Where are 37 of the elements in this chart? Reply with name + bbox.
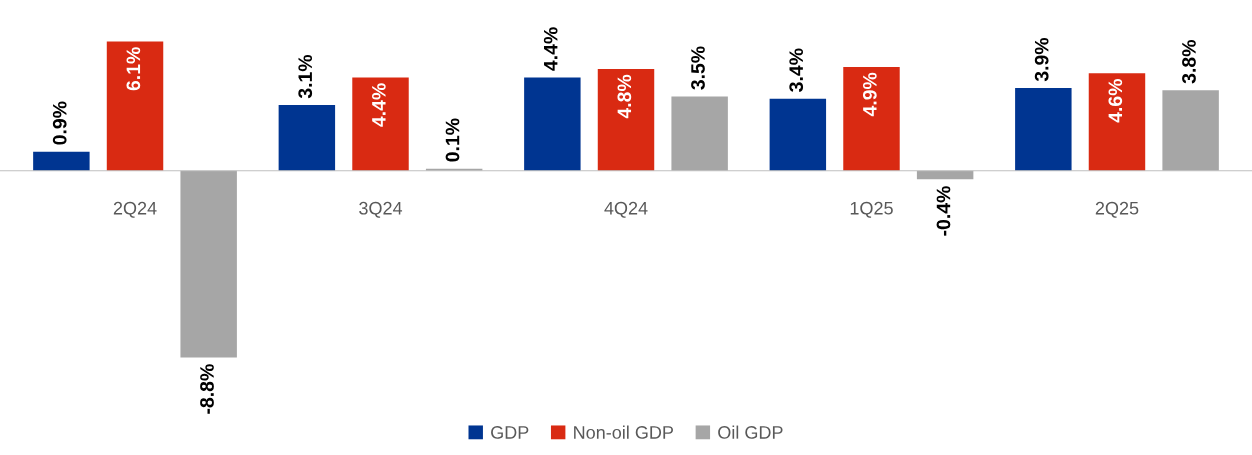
- bar: [843, 66, 900, 171]
- data-label: 4.4%: [543, 27, 558, 71]
- x-tick-label: 2Q24: [113, 201, 157, 218]
- bar: [1088, 73, 1146, 171]
- legend-label: Oil GDP: [718, 425, 783, 439]
- x-tick-label: 2Q25: [1095, 201, 1139, 218]
- bar: [916, 170, 974, 180]
- x-tick-label: 1Q25: [850, 201, 893, 218]
- bar: [597, 69, 655, 171]
- data-label: 3.8%: [1182, 40, 1196, 84]
- bar: [33, 151, 90, 171]
- data-label: 0.1%: [445, 118, 460, 162]
- data-label: 4.8%: [617, 74, 632, 119]
- data-label: 3.4%: [789, 48, 804, 92]
- legend-label: GDP: [491, 426, 529, 439]
- bar: [1015, 88, 1072, 171]
- bar: [769, 98, 827, 171]
- data-label: 4.6%: [1108, 79, 1123, 123]
- bar: [524, 77, 581, 171]
- bar: [180, 170, 237, 358]
- data-label: 3.5%: [691, 46, 705, 90]
- data-label: 4.9%: [862, 72, 877, 117]
- data-label: 0.9%: [52, 101, 67, 145]
- bar: [1162, 90, 1219, 171]
- data-label: -8.8%: [200, 364, 214, 414]
- data-label: 3.9%: [1034, 37, 1049, 82]
- data-label: 4.4%: [372, 83, 386, 127]
- x-tick-label: 4Q24: [604, 201, 648, 218]
- data-label: -0.4%: [936, 186, 951, 236]
- bar: [278, 105, 336, 171]
- bar: [671, 96, 728, 171]
- legend-label: Non-oil GDP: [574, 425, 674, 439]
- data-label: 3.1%: [298, 54, 313, 99]
- data-label: 6.1%: [126, 47, 141, 91]
- bar: [106, 41, 164, 171]
- bar: [352, 77, 409, 171]
- x-tick-label: 3Q24: [359, 201, 403, 218]
